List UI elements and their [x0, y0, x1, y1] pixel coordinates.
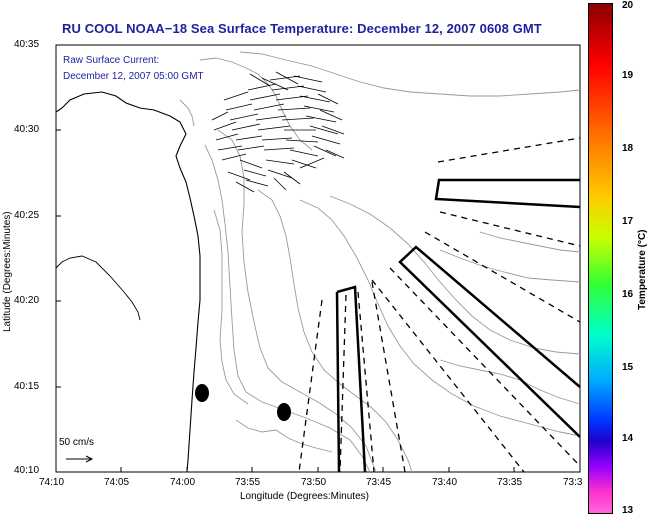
lon-tick-label: 74:10	[39, 477, 65, 488]
lon-tick-label: 73:50	[301, 477, 327, 488]
y-axis-title: Latitude (Degrees:Minutes)	[2, 211, 13, 332]
sampling-boxes	[335, 178, 581, 473]
colorbar-tick: 16	[622, 289, 634, 300]
lat-tick-label: 40:20	[14, 295, 40, 306]
lat-tick-label: 40:25	[14, 210, 40, 221]
colorbar-tick: 15	[622, 362, 634, 373]
coastline	[55, 91, 201, 473]
lat-tick-label: 40:30	[14, 124, 40, 135]
dashed-lines	[298, 137, 581, 473]
current-label: Raw Surface Current:	[63, 55, 160, 66]
temperature-colorbar	[588, 3, 613, 514]
lat-tick-label: 40:15	[14, 381, 40, 392]
colorbar-tick: 20	[622, 0, 634, 11]
lon-tick-label: 74:05	[104, 477, 130, 488]
lon-tick-label: 73:45	[366, 477, 392, 488]
current-date-label: December 12, 2007 05:00 GMT	[63, 71, 204, 82]
lat-tick-label: 40:35	[14, 39, 40, 50]
scale-label: 50 cm/s	[59, 437, 95, 448]
surface-current-vectors	[211, 71, 345, 193]
colorbar-tick: 14	[622, 433, 634, 444]
marker-dot	[195, 384, 209, 402]
lon-tick-label: 73:35	[497, 477, 523, 488]
colorbar-tick: 19	[622, 70, 634, 81]
colorbar-title: Temperature (°C)	[637, 229, 648, 311]
bathymetry-contours	[179, 51, 581, 473]
lon-tick-label: 74:00	[170, 477, 196, 488]
lon-tick-label: 73:3	[563, 477, 583, 488]
colorbar-tick: 18	[622, 143, 634, 154]
lon-tick-label: 73:40	[432, 477, 458, 488]
scale-arrow-head	[85, 455, 94, 463]
x-axis-title: Longitude (Degrees:Minutes)	[240, 491, 369, 502]
lon-tick-label: 73:55	[235, 477, 261, 488]
inner-shoreline	[55, 255, 141, 321]
marker-dot	[277, 403, 291, 421]
colorbar-tick: 17	[622, 216, 634, 227]
colorbar-tick: 13	[622, 505, 634, 516]
page-title: RU COOL NOAA−18 Sea Surface Temperature:…	[62, 21, 542, 36]
lat-tick-label: 40:10	[14, 465, 40, 476]
